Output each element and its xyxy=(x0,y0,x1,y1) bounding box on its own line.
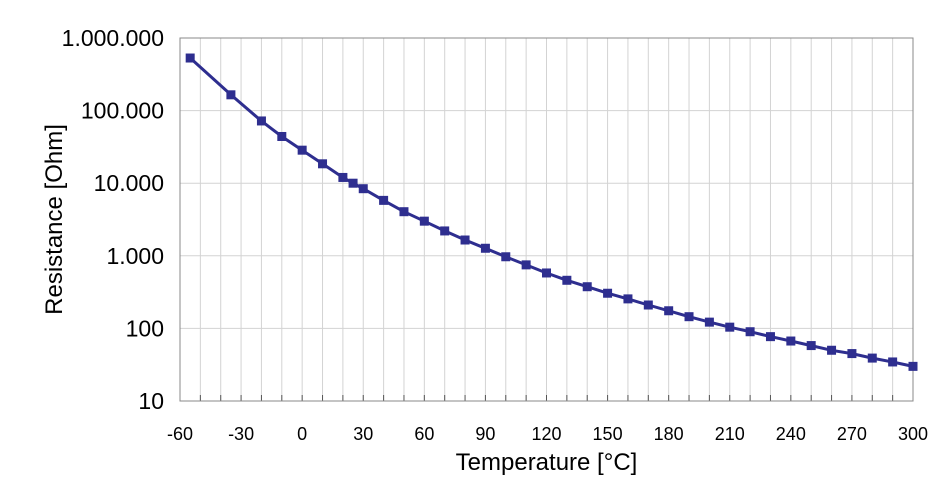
data-point xyxy=(348,178,358,188)
x-tick-label: -60 xyxy=(167,424,193,444)
data-point xyxy=(806,341,816,351)
data-point xyxy=(440,226,450,236)
data-point xyxy=(745,327,755,337)
x-tick-label: 60 xyxy=(414,424,434,444)
data-point xyxy=(847,349,857,359)
data-point xyxy=(562,275,572,285)
x-axis-label: Temperature [°C] xyxy=(456,449,638,476)
y-tick-label: 10.000 xyxy=(94,170,164,196)
data-point xyxy=(256,116,266,126)
y-tick-labels: 10 100 1.000 10.000 100.000 1.000.000 xyxy=(62,25,164,414)
data-point xyxy=(684,312,694,322)
data-point xyxy=(358,184,368,194)
data-point xyxy=(226,90,236,100)
y-tick-label: 1.000 xyxy=(106,243,164,269)
data-point xyxy=(623,294,633,304)
x-tick-labels: -60 -30 0 30 60 90 120 150 180 210 240 270 300 xyxy=(167,424,928,444)
data-point xyxy=(888,357,898,367)
data-point xyxy=(419,216,429,226)
y-tick-label: 10 xyxy=(138,388,164,414)
data-point xyxy=(277,131,287,141)
y-tick-label: 1.000.000 xyxy=(62,25,164,51)
data-point xyxy=(765,332,775,342)
x-tick-label: 30 xyxy=(353,424,373,444)
data-point xyxy=(542,268,551,278)
data-point xyxy=(521,260,531,270)
x-tick-label: 300 xyxy=(898,424,928,444)
x-tick-label: 270 xyxy=(837,424,867,444)
data-point xyxy=(480,243,490,253)
data-point xyxy=(827,345,837,355)
data-point xyxy=(603,288,613,298)
y-tick-label: 100.000 xyxy=(81,98,164,124)
y-axis-label: Resistance [Ohm] xyxy=(41,124,68,315)
x-tick-label: 0 xyxy=(297,424,307,444)
grid xyxy=(179,37,914,402)
x-tick-label: -30 xyxy=(228,424,254,444)
x-tick-label: 240 xyxy=(776,424,806,444)
y-tick-label: 100 xyxy=(126,315,164,341)
data-point xyxy=(338,172,348,182)
x-tick-label: 180 xyxy=(654,424,684,444)
data-point xyxy=(867,353,877,363)
data-point xyxy=(786,336,796,346)
x-tick-label: 210 xyxy=(715,424,745,444)
data-point xyxy=(501,252,511,262)
data-point xyxy=(908,361,918,371)
x-tick-label: 150 xyxy=(593,424,623,444)
data-point xyxy=(297,145,307,155)
data-point xyxy=(704,317,714,327)
data-point xyxy=(185,53,195,63)
data-point xyxy=(460,235,470,245)
data-point xyxy=(379,195,389,205)
data-point xyxy=(664,306,674,316)
x-tick-label: 120 xyxy=(531,424,561,444)
x-tick-label: 90 xyxy=(475,424,495,444)
plot-frame xyxy=(179,37,914,402)
data-point xyxy=(725,322,735,332)
data-point xyxy=(318,159,328,169)
series-line xyxy=(189,56,914,368)
x-minor-ticks xyxy=(179,395,914,401)
series-markers xyxy=(185,53,918,371)
data-point xyxy=(399,207,409,217)
data-point xyxy=(582,282,592,292)
data-point xyxy=(643,300,653,310)
